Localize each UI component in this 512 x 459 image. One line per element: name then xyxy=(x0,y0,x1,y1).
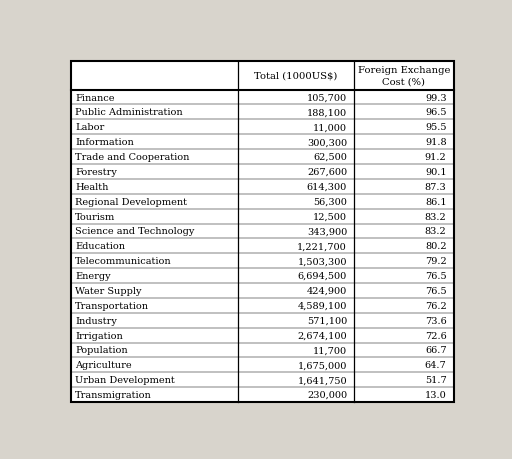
Text: 72.6: 72.6 xyxy=(425,331,446,340)
Text: Water Supply: Water Supply xyxy=(75,286,142,295)
Text: 614,300: 614,300 xyxy=(307,182,347,191)
Text: 64.7: 64.7 xyxy=(425,361,446,369)
Text: 188,100: 188,100 xyxy=(307,108,347,117)
Text: 300,300: 300,300 xyxy=(307,138,347,147)
Text: Total (1000US$): Total (1000US$) xyxy=(254,72,337,80)
Text: 91.8: 91.8 xyxy=(425,138,446,147)
Text: 2,674,100: 2,674,100 xyxy=(297,331,347,340)
Text: 99.3: 99.3 xyxy=(425,93,446,102)
Text: 76.5: 76.5 xyxy=(425,286,446,295)
Text: 105,700: 105,700 xyxy=(307,93,347,102)
Text: Information: Information xyxy=(75,138,134,147)
Text: Foreign Exchange
Cost (%): Foreign Exchange Cost (%) xyxy=(358,66,450,86)
Text: 230,000: 230,000 xyxy=(307,390,347,399)
Text: Science and Technology: Science and Technology xyxy=(75,227,195,236)
Text: Tourism: Tourism xyxy=(75,212,115,221)
Text: 76.2: 76.2 xyxy=(425,301,446,310)
Text: 62,500: 62,500 xyxy=(313,153,347,162)
Text: Trade and Cooperation: Trade and Cooperation xyxy=(75,153,189,162)
Text: 51.7: 51.7 xyxy=(425,375,446,384)
Text: 13.0: 13.0 xyxy=(425,390,446,399)
Text: Regional Development: Regional Development xyxy=(75,197,187,206)
Text: 66.7: 66.7 xyxy=(425,346,446,355)
Text: 56,300: 56,300 xyxy=(313,197,347,206)
Text: Forestry: Forestry xyxy=(75,168,117,177)
Text: 4,589,100: 4,589,100 xyxy=(297,301,347,310)
Text: 11,700: 11,700 xyxy=(313,346,347,355)
Text: Energy: Energy xyxy=(75,271,111,280)
Text: 96.5: 96.5 xyxy=(425,108,446,117)
Text: 1,221,700: 1,221,700 xyxy=(297,242,347,251)
Text: 424,900: 424,900 xyxy=(307,286,347,295)
Text: Irrigation: Irrigation xyxy=(75,331,123,340)
Text: 76.5: 76.5 xyxy=(425,271,446,280)
Text: Agriculture: Agriculture xyxy=(75,361,132,369)
Text: 12,500: 12,500 xyxy=(313,212,347,221)
Text: 87.3: 87.3 xyxy=(425,182,446,191)
Text: 80.2: 80.2 xyxy=(425,242,446,251)
Text: 11,000: 11,000 xyxy=(313,123,347,132)
Text: 1,675,000: 1,675,000 xyxy=(297,361,347,369)
Text: Public Administration: Public Administration xyxy=(75,108,183,117)
Text: 267,600: 267,600 xyxy=(307,168,347,177)
Text: 1,641,750: 1,641,750 xyxy=(297,375,347,384)
Text: 95.5: 95.5 xyxy=(425,123,446,132)
Text: 1,503,300: 1,503,300 xyxy=(297,257,347,266)
Text: Finance: Finance xyxy=(75,93,115,102)
Text: Telecommunication: Telecommunication xyxy=(75,257,172,266)
Text: Transmigration: Transmigration xyxy=(75,390,152,399)
Text: Population: Population xyxy=(75,346,127,355)
Text: Industry: Industry xyxy=(75,316,117,325)
Text: 343,900: 343,900 xyxy=(307,227,347,236)
Text: Transportation: Transportation xyxy=(75,301,149,310)
Text: Labor: Labor xyxy=(75,123,104,132)
Text: Urban Development: Urban Development xyxy=(75,375,175,384)
Text: 6,694,500: 6,694,500 xyxy=(298,271,347,280)
Text: 79.2: 79.2 xyxy=(425,257,446,266)
Text: 83.2: 83.2 xyxy=(425,227,446,236)
Text: 83.2: 83.2 xyxy=(425,212,446,221)
Text: Education: Education xyxy=(75,242,125,251)
Text: 86.1: 86.1 xyxy=(425,197,446,206)
Text: 73.6: 73.6 xyxy=(425,316,446,325)
Text: 571,100: 571,100 xyxy=(307,316,347,325)
Text: 90.1: 90.1 xyxy=(425,168,446,177)
Text: 91.2: 91.2 xyxy=(425,153,446,162)
Text: Health: Health xyxy=(75,182,109,191)
